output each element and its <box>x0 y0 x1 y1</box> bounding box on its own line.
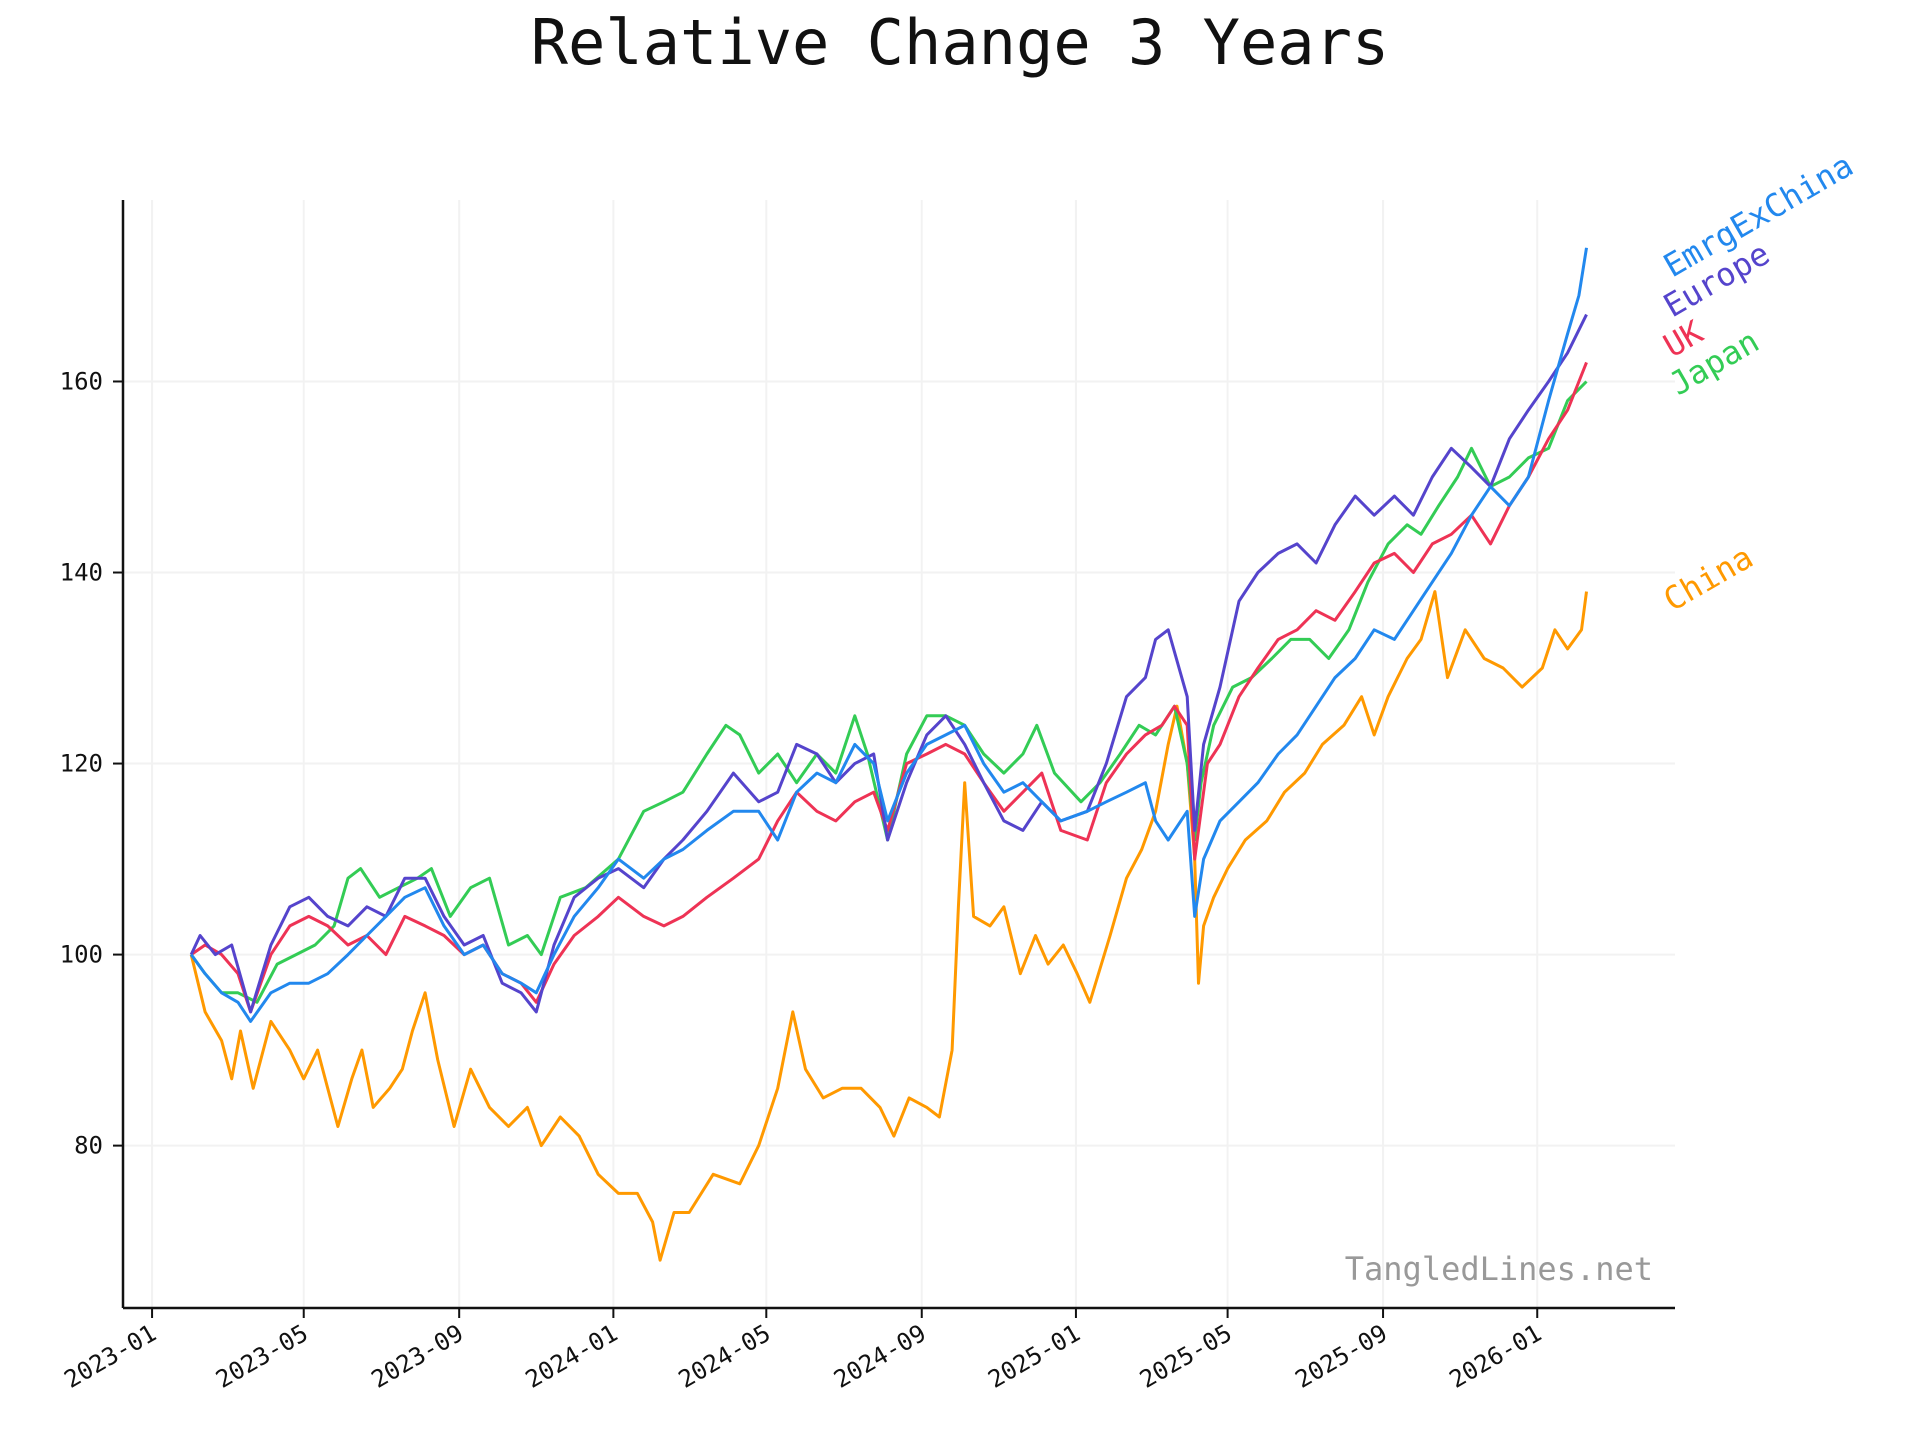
x-tick-label: 2026-01 <box>1445 1319 1547 1394</box>
x-tick-label: 2023-05 <box>211 1319 313 1394</box>
chart-title: Relative Change 3 Years <box>530 6 1390 79</box>
grid-lines <box>123 200 1675 1308</box>
series-label-china: China <box>1657 538 1759 619</box>
x-tick-label: 2024-01 <box>521 1319 623 1394</box>
series-line-uk <box>190 361 1588 1014</box>
series-line-emrgexchina <box>189 247 1588 1023</box>
x-tick-label: 2023-09 <box>367 1319 469 1394</box>
y-tick-label: 100 <box>60 941 103 969</box>
x-tick-label: 2025-05 <box>1135 1319 1237 1394</box>
y-tick-label: 120 <box>60 750 103 778</box>
y-tick-label: 160 <box>60 367 103 395</box>
y-tick-label: 80 <box>74 1132 103 1160</box>
series-line-europe <box>189 313 1588 1014</box>
series-lines <box>189 247 1588 1262</box>
x-tick-label: 2025-09 <box>1290 1319 1392 1394</box>
x-tick-label: 2024-05 <box>674 1319 776 1394</box>
x-tick-label: 2024-09 <box>829 1319 931 1394</box>
x-tick-label: 2023-01 <box>59 1319 161 1394</box>
x-tick-label: 2025-01 <box>983 1319 1085 1394</box>
series-line-japan <box>189 380 1588 1004</box>
y-tick-label: 140 <box>60 559 103 587</box>
series-line-china <box>189 590 1588 1262</box>
watermark-text: TangledLines.net <box>1345 1250 1653 1288</box>
